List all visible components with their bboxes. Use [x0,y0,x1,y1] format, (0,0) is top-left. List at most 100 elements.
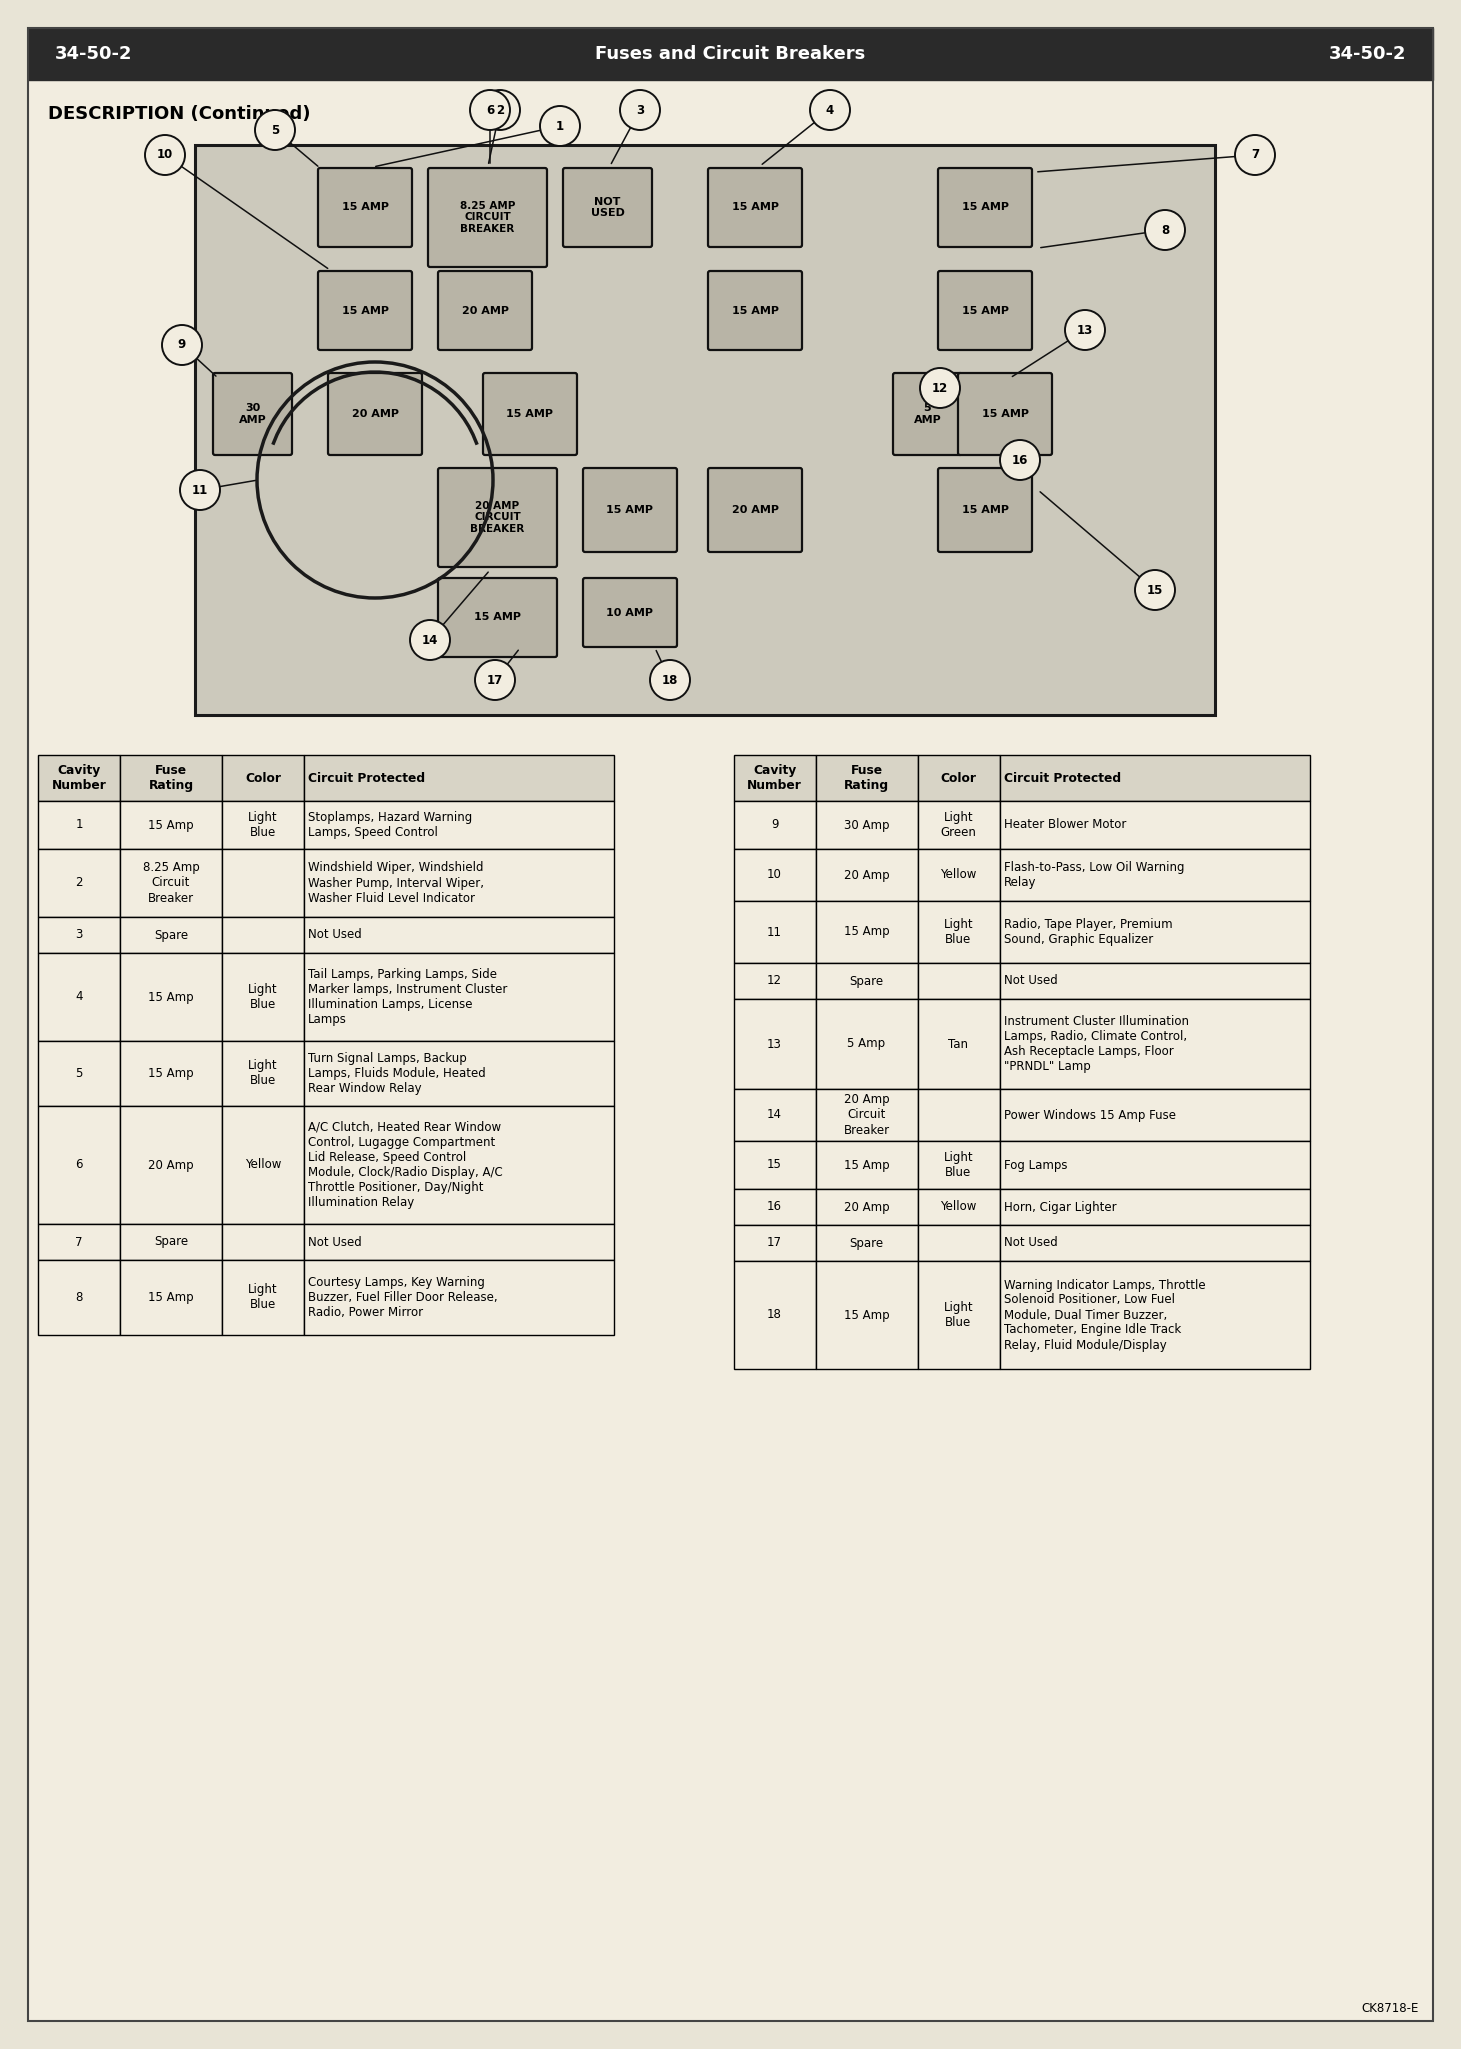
FancyBboxPatch shape [318,270,412,350]
Text: 8: 8 [76,1291,83,1303]
Text: Power Windows 15 Amp Fuse: Power Windows 15 Amp Fuse [1004,1109,1176,1121]
Text: Yellow: Yellow [245,1158,281,1172]
Bar [304,953,614,1041]
Text: 16: 16 [1012,453,1029,467]
Circle shape [1145,209,1185,250]
Circle shape [145,135,186,174]
Bar [918,801,999,848]
Text: 9: 9 [178,338,186,352]
Text: 7: 7 [76,1236,83,1248]
Text: Fuses and Circuit Breakers: Fuses and Circuit Breakers [596,45,865,64]
Text: Radio, Tape Player, Premium
Sound, Graphic Equalizer: Radio, Tape Player, Premium Sound, Graph… [1004,918,1172,947]
Text: 20 AMP
CIRCUIT
BREAKER: 20 AMP CIRCUIT BREAKER [470,500,524,535]
Text: Windshield Wiper, Windshield
Washer Pump, Interval Wiper,
Washer Fluid Level Ind: Windshield Wiper, Windshield Washer Pump… [308,861,484,904]
Bar [28,29,1433,80]
Bar [304,1260,614,1336]
Bar [733,902,815,963]
Text: Tan: Tan [948,1037,969,1051]
Text: Spare: Spare [153,1236,188,1248]
Text: Not Used: Not Used [1004,975,1058,988]
Text: 9: 9 [771,818,779,832]
Bar [120,1260,222,1336]
Circle shape [481,90,520,129]
Bar [815,1260,918,1369]
Text: Fuse
Rating: Fuse Rating [149,764,193,793]
Text: 15 AMP: 15 AMP [982,410,1029,418]
Text: 8.25 Amp
Circuit
Breaker: 8.25 Amp Circuit Breaker [143,861,199,904]
Text: Spare: Spare [153,928,188,940]
Text: 13: 13 [1077,324,1093,336]
FancyBboxPatch shape [329,373,422,455]
Circle shape [619,90,660,129]
Bar [815,1188,918,1225]
Circle shape [650,660,690,701]
Text: 8.25 AMP
CIRCUIT
BREAKER: 8.25 AMP CIRCUIT BREAKER [460,201,516,234]
Text: 3: 3 [636,104,644,117]
Bar [918,754,999,801]
Bar [815,1225,918,1260]
Text: Cavity
Number: Cavity Number [51,764,107,793]
Bar [999,1000,1309,1088]
Bar [120,918,222,953]
Text: 15 AMP: 15 AMP [473,613,522,623]
FancyBboxPatch shape [562,168,652,248]
Bar [733,1141,815,1188]
Text: A/C Clutch, Heated Rear Window
Control, Lugagge Compartment
Lid Release, Speed C: A/C Clutch, Heated Rear Window Control, … [308,1121,503,1209]
Text: Light
Blue: Light Blue [248,1059,278,1088]
Text: 16: 16 [767,1201,782,1213]
Text: 20 AMP: 20 AMP [352,410,399,418]
Text: 8: 8 [1161,223,1169,236]
Bar [38,1260,120,1336]
Bar [999,1188,1309,1225]
Text: 20 Amp: 20 Amp [843,869,890,881]
FancyBboxPatch shape [709,467,802,551]
Text: 5: 5 [270,123,279,137]
Bar [918,1000,999,1088]
Text: Color: Color [245,772,281,785]
Text: 1: 1 [557,119,564,133]
Bar [120,848,222,918]
Circle shape [809,90,850,129]
Circle shape [411,621,450,660]
Bar [38,754,120,801]
Text: 11: 11 [767,926,782,938]
Text: Circuit Protected: Circuit Protected [1004,772,1121,785]
Text: Light
Green: Light Green [941,811,976,838]
Bar [918,1141,999,1188]
Text: Spare: Spare [849,1236,884,1250]
Text: CK8718-E: CK8718-E [1362,2002,1419,2014]
Text: Tail Lamps, Parking Lamps, Side
Marker lamps, Instrument Cluster
Illumination La: Tail Lamps, Parking Lamps, Side Marker l… [308,967,507,1027]
Text: 17: 17 [487,674,503,686]
Text: Heater Blower Motor: Heater Blower Motor [1004,818,1126,832]
Text: Fuse
Rating: Fuse Rating [844,764,890,793]
Bar [38,801,120,848]
Text: 15 Amp: 15 Amp [148,818,194,832]
Text: 14: 14 [767,1109,782,1121]
Bar [733,963,815,1000]
FancyBboxPatch shape [709,168,802,248]
Bar [38,1223,120,1260]
Text: Light
Blue: Light Blue [248,984,278,1010]
Bar [918,848,999,902]
Bar [733,848,815,902]
Text: Turn Signal Lamps, Backup
Lamps, Fluids Module, Heated
Rear Window Relay: Turn Signal Lamps, Backup Lamps, Fluids … [308,1051,485,1094]
Text: 15 AMP: 15 AMP [732,305,779,316]
Circle shape [475,660,514,701]
Text: 18: 18 [662,674,678,686]
FancyBboxPatch shape [428,168,546,266]
Text: 20 Amp: 20 Amp [148,1158,194,1172]
Bar [304,1106,614,1223]
Bar [222,801,304,848]
Bar [999,754,1309,801]
Text: Horn, Cigar Lighter: Horn, Cigar Lighter [1004,1201,1116,1213]
Bar [815,1088,918,1141]
Bar [815,963,918,1000]
Text: 7: 7 [1251,148,1259,162]
Text: 4: 4 [825,104,834,117]
Bar [222,953,304,1041]
Text: 15 Amp: 15 Amp [148,1068,194,1080]
Text: 15 AMP: 15 AMP [732,203,779,213]
Text: NOT
USED: NOT USED [590,197,624,219]
Text: Not Used: Not Used [308,928,362,940]
Bar [38,848,120,918]
